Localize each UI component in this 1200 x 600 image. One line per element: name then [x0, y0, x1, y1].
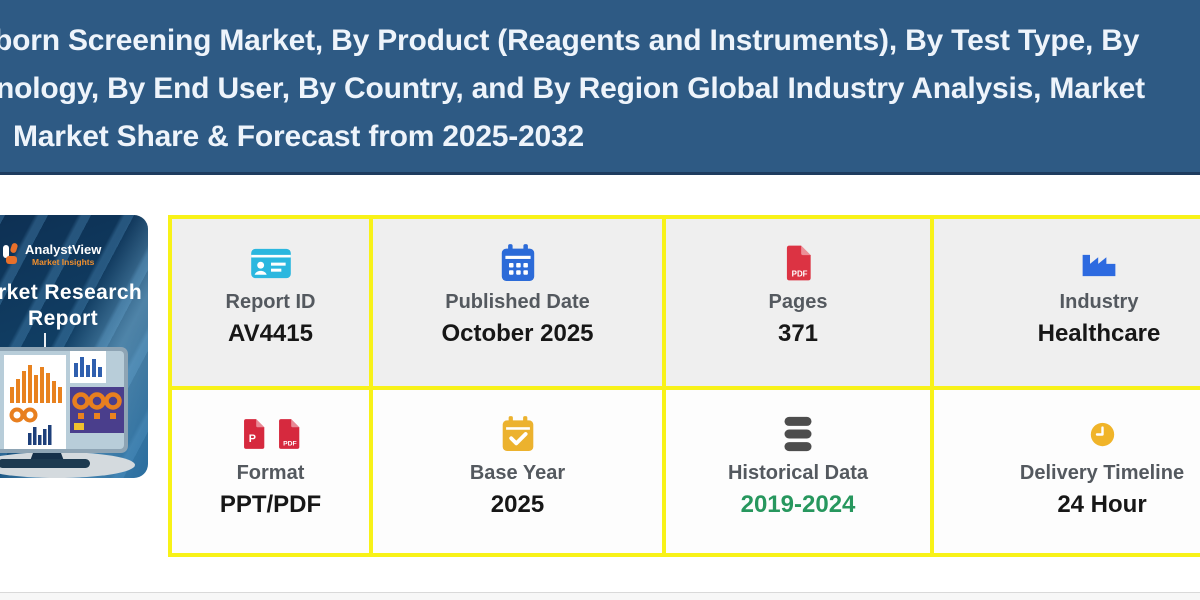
clock-icon: [1086, 414, 1119, 454]
info-value: PPT/PDF: [219, 491, 322, 518]
info-label: Format: [236, 462, 305, 484]
brand-logo: AnalystView Market Insights: [2, 242, 102, 267]
info-label: Base Year: [469, 462, 566, 484]
info-label: Report ID: [225, 291, 316, 313]
info-card-report-id: Report ID AV4415: [172, 219, 369, 386]
info-value: Healthcare: [1037, 320, 1161, 347]
brand-subtitle: Market Insights: [32, 257, 95, 267]
monitor-charts-illustration: [0, 347, 135, 478]
svg-text:PDF: PDF: [792, 269, 808, 278]
info-value: AV4415: [228, 320, 313, 347]
brand-name: AnalystView: [25, 242, 102, 257]
info-card-published-date: Published Date October 2025: [373, 219, 662, 386]
info-label: Industry: [1059, 291, 1139, 313]
svg-text:PDF: PDF: [283, 440, 297, 447]
info-card-delivery-timeline: Delivery Timeline 24 Hour: [934, 390, 1200, 553]
id-card-icon: [250, 243, 292, 283]
info-card-format: P PDF Format PPT/PDF: [172, 390, 369, 553]
page-header: born Screening Market, By Product (Reage…: [0, 0, 1200, 175]
info-value: 24 Hour: [1057, 491, 1147, 518]
info-label: Pages: [768, 291, 828, 313]
info-card-pages: PDF Pages 371: [666, 219, 930, 386]
calendar-check-icon: [501, 414, 535, 454]
cover-pointer-line: [44, 333, 46, 359]
info-label: Delivery Timeline: [1019, 462, 1185, 484]
info-value: 2019-2024: [740, 491, 856, 518]
report-cover-thumbnail[interactable]: AnalystView Market Insights rket Researc…: [0, 215, 148, 478]
report-info-table: Report ID AV4415 Published Date October …: [168, 215, 1200, 557]
info-value: October 2025: [441, 320, 594, 347]
page-title-line2: nology, By End User, By Country, and By …: [0, 72, 1145, 105]
info-label: Published Date: [445, 291, 590, 313]
info-card-base-year: Base Year 2025: [373, 390, 662, 553]
ppt-pdf-files-icon: P PDF: [240, 414, 302, 454]
info-value: 371: [777, 320, 819, 347]
page-title-line1: born Screening Market, By Product (Reage…: [0, 24, 1140, 57]
info-card-industry: Industry Healthcare: [934, 219, 1200, 386]
info-card-historical-data: Historical Data 2019-2024: [666, 390, 930, 553]
cover-title-line2: Report: [28, 307, 99, 330]
info-label: Historical Data: [727, 462, 869, 484]
svg-text:P: P: [248, 433, 255, 445]
bottom-divider: [0, 592, 1200, 593]
database-icon: [781, 414, 815, 454]
info-value: 2025: [490, 491, 545, 518]
page-title-line3: Market Share & Forecast from 2025-2032: [13, 120, 585, 153]
analystview-logo-icon: [2, 242, 21, 267]
bottom-strip: [0, 593, 1200, 600]
factory-icon: [1081, 243, 1117, 283]
cover-title-line1: rket Research: [0, 281, 143, 304]
pdf-file-icon: PDF: [782, 243, 814, 283]
calendar-icon: [500, 243, 536, 283]
